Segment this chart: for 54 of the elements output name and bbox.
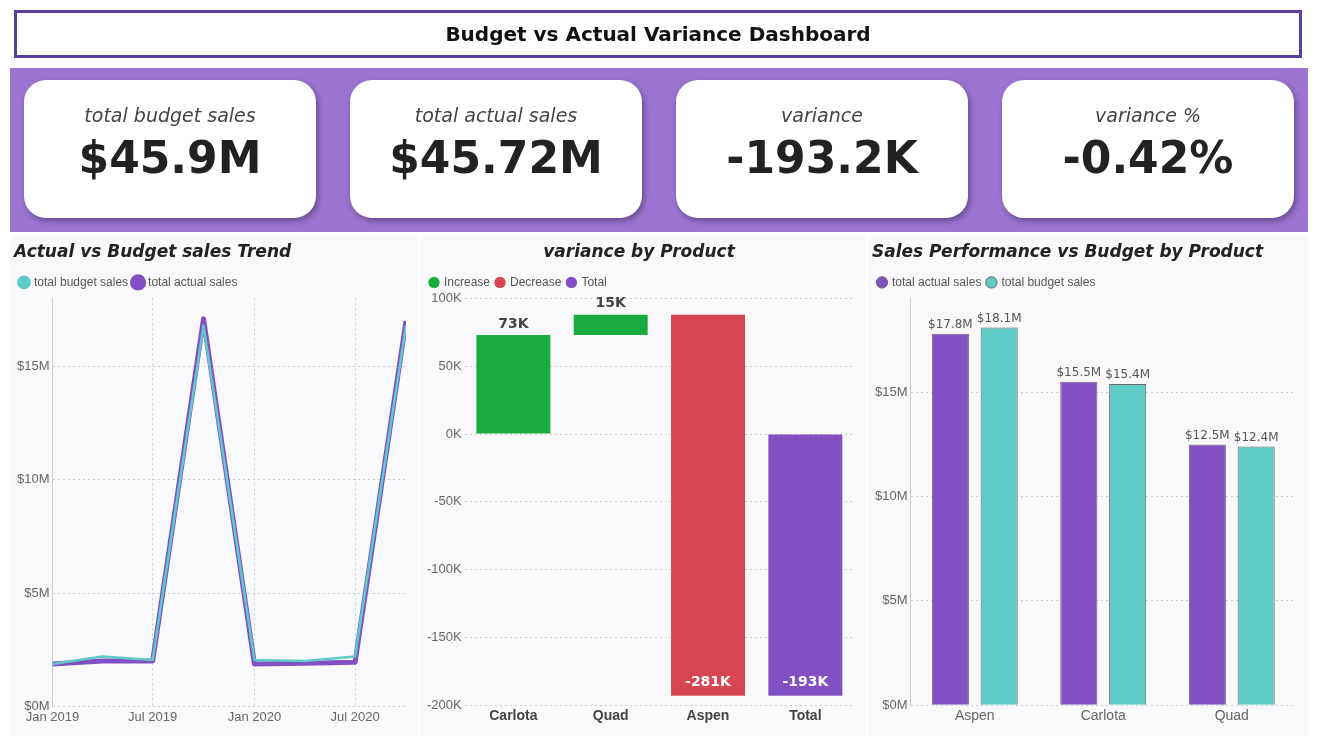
data-label: $15.5M: [1056, 364, 1102, 379]
data-label: $18.1M: [976, 310, 1022, 325]
y-tick-label: -150K: [426, 628, 463, 644]
y-tick-label: 50K: [438, 357, 463, 373]
data-label: $12.4M: [1233, 429, 1279, 444]
data-label: -193K: [782, 673, 830, 690]
text: $45.72M: [388, 132, 604, 183]
text: variance %: [1094, 104, 1202, 126]
x-tick-label: Jul 2019: [128, 708, 178, 724]
y-tick-label: $10M: [16, 471, 50, 487]
x-tick-label: Total: [789, 707, 822, 724]
x-tick-label: Aspen: [954, 707, 995, 724]
y-tick-label: -100K: [426, 561, 463, 577]
text: total actual sales: [413, 104, 579, 126]
x-tick-label: Jul 2020: [330, 708, 380, 724]
legend-label: total actual sales: [892, 274, 982, 289]
y-tick-label: $10M: [874, 488, 908, 504]
y-tick-label: -50K: [434, 493, 463, 509]
y-tick-label: $0M: [24, 697, 50, 713]
legend-label: Increase: [444, 274, 491, 289]
data-label: 73K: [498, 314, 530, 331]
legend-label: total actual sales: [148, 274, 238, 289]
legend-label: Total: [581, 274, 607, 289]
data-label: -281K: [685, 673, 733, 690]
text: $45.9M: [77, 132, 263, 183]
text: variance: [780, 104, 864, 126]
y-tick-label: $15M: [874, 383, 908, 399]
y-tick-label: -200K: [426, 696, 463, 712]
x-tick-label: Quad: [1214, 707, 1249, 724]
text: Budget vs Actual Variance Dashboard: [14, 10, 1302, 58]
x-tick-label: Carlota: [489, 707, 538, 724]
x-tick-label: Quad: [592, 707, 629, 724]
chart-title: Actual vs Budget sales Trend: [12, 240, 292, 261]
x-tick-label: Jan 2020: [227, 708, 282, 724]
y-tick-label: 100K: [431, 289, 462, 305]
y-tick-label: $0M: [882, 696, 908, 712]
legend-label: total budget sales: [34, 274, 129, 289]
x-tick-label: Aspen: [686, 707, 730, 724]
y-tick-label: $15M: [16, 357, 50, 373]
chart-title: variance by Product: [543, 240, 736, 261]
chart-title: Sales Performance vs Budget by Product: [872, 240, 1264, 261]
y-tick-label: $5M: [882, 592, 908, 608]
legend-label: Decrease: [510, 274, 562, 289]
text: -0.42%: [1061, 132, 1235, 183]
y-tick-label: 0K: [445, 425, 463, 441]
data-label: 15K: [595, 294, 627, 311]
y-tick-label: $5M: [24, 584, 50, 600]
data-label: $12.5M: [1184, 427, 1230, 442]
x-tick-label: Carlota: [1080, 707, 1127, 724]
data-label: $17.8M: [927, 316, 973, 331]
text: total budget sales: [83, 104, 257, 126]
legend-label: total budget sales: [1001, 274, 1096, 289]
text: -193.2K: [725, 132, 920, 183]
data-label: $15.4M: [1105, 367, 1151, 382]
